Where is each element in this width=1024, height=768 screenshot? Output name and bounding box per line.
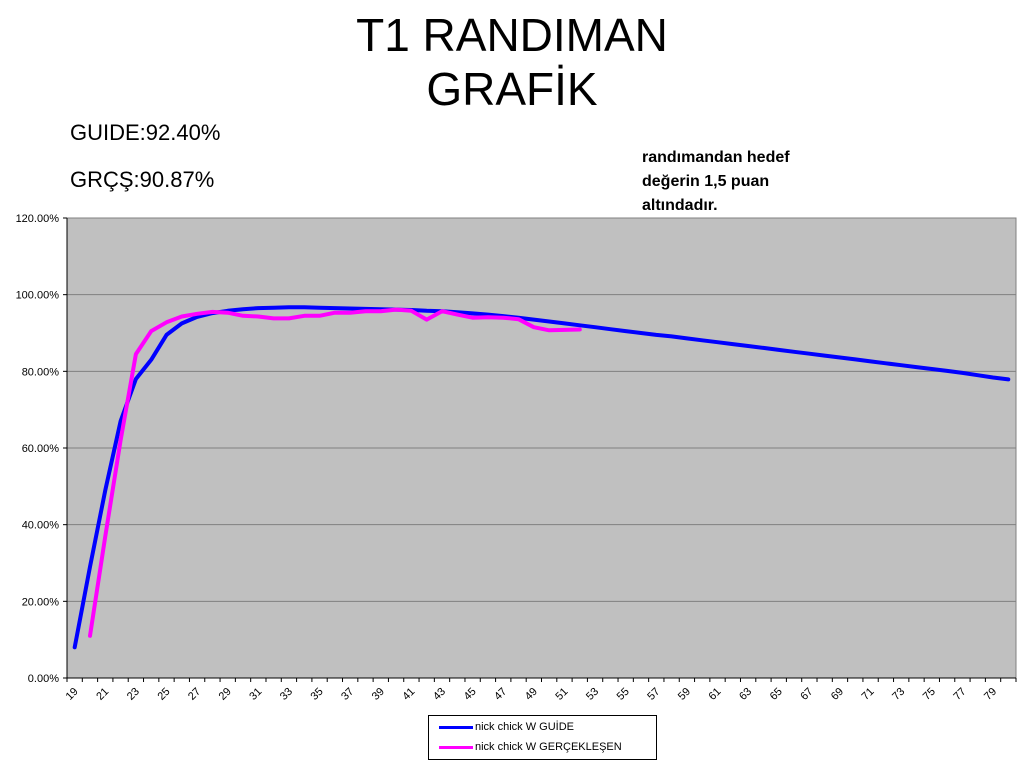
x-tick-label: 37 <box>339 686 356 703</box>
x-tick-label: 63 <box>737 686 754 703</box>
x-tick-label: 75 <box>921 686 938 703</box>
x-tick-label: 65 <box>768 686 785 703</box>
series-lines <box>72 305 1011 650</box>
line-chart: 0.00% 20.00% 40.00% 60.00% 80.00% 100.00% 120.… <box>16 213 1017 703</box>
x-tick-label: 51 <box>553 686 570 703</box>
x-tick-label: 47 <box>492 686 509 703</box>
chart-legend: nick chick W GUİDE nick chick W GERÇEKLE… <box>428 715 657 760</box>
actual-stat: GRÇŞ:90.87% <box>70 167 215 192</box>
x-tick-label: 23 <box>125 686 142 703</box>
legend-item-actual: nick chick W GERÇEKLEŞEN <box>439 740 622 754</box>
x-tick-label: 43 <box>431 686 448 703</box>
legend-swatch-actual <box>439 745 473 749</box>
x-tick-label: 79 <box>982 686 999 703</box>
x-axis-ticks: 19 21 23 25 27 29 31 33 35 37 39 41 43 45 47 49 51 53 55 57… <box>64 678 1017 703</box>
y-tick-label: 60.00% <box>22 443 60 455</box>
chart-title-line-1: T1 RANDIMAN <box>356 9 668 61</box>
x-tick-label: 35 <box>309 686 326 703</box>
guide-stat: GUIDE:92.40% <box>70 120 221 145</box>
x-tick-label: 33 <box>278 686 295 703</box>
chart-title: T1 RANDIMAN GRAFİK <box>0 8 1024 116</box>
y-tick-label: 40.00% <box>22 520 60 532</box>
legend-swatch-guide <box>439 725 473 729</box>
y-axis-ticks: 0.00% 20.00% 40.00% 60.00% 80.00% 100.00% 120.… <box>16 213 67 685</box>
x-tick-label: 19 <box>64 686 81 703</box>
x-tick-label: 67 <box>798 686 815 703</box>
legend-item-guide: nick chick W GUİDE <box>439 720 574 734</box>
y-tick-label: 0.00% <box>28 673 59 685</box>
x-tick-label: 73 <box>890 686 907 703</box>
y-tick-label: 20.00% <box>22 596 60 608</box>
x-tick-label: 59 <box>676 686 693 703</box>
x-tick-label: 69 <box>829 686 846 703</box>
x-tick-label: 21 <box>94 686 111 703</box>
x-tick-label: 57 <box>645 686 662 703</box>
x-tick-label: 53 <box>584 686 601 703</box>
chart-title-line-2: GRAFİK <box>426 63 598 115</box>
legend-label-guide: nick chick W GUİDE <box>475 721 575 733</box>
x-tick-label: 27 <box>186 686 203 703</box>
x-tick-label: 39 <box>370 686 387 703</box>
x-tick-label: 71 <box>860 686 877 703</box>
x-tick-label: 77 <box>951 686 968 703</box>
gridlines <box>67 217 1016 602</box>
x-tick-label: 45 <box>462 686 479 703</box>
legend-label-actual: nick chick W GERÇEKLEŞEN <box>475 741 622 753</box>
y-tick-label: 80.00% <box>22 366 60 378</box>
x-tick-label: 41 <box>400 686 417 703</box>
y-tick-label: 120.00% <box>16 213 60 225</box>
x-tick-label: 61 <box>706 686 723 703</box>
x-tick-label: 55 <box>615 686 632 703</box>
series-line-guide <box>72 305 1011 650</box>
annotation-note: randımandan hedef değerin 1,5 puan altın… <box>642 149 790 214</box>
x-tick-label: 49 <box>523 686 540 703</box>
x-tick-label: 31 <box>247 686 264 703</box>
x-tick-label: 29 <box>217 686 234 703</box>
series-line-actual <box>88 307 582 638</box>
x-tick-label: 25 <box>155 686 172 703</box>
y-tick-label: 100.00% <box>16 290 60 302</box>
